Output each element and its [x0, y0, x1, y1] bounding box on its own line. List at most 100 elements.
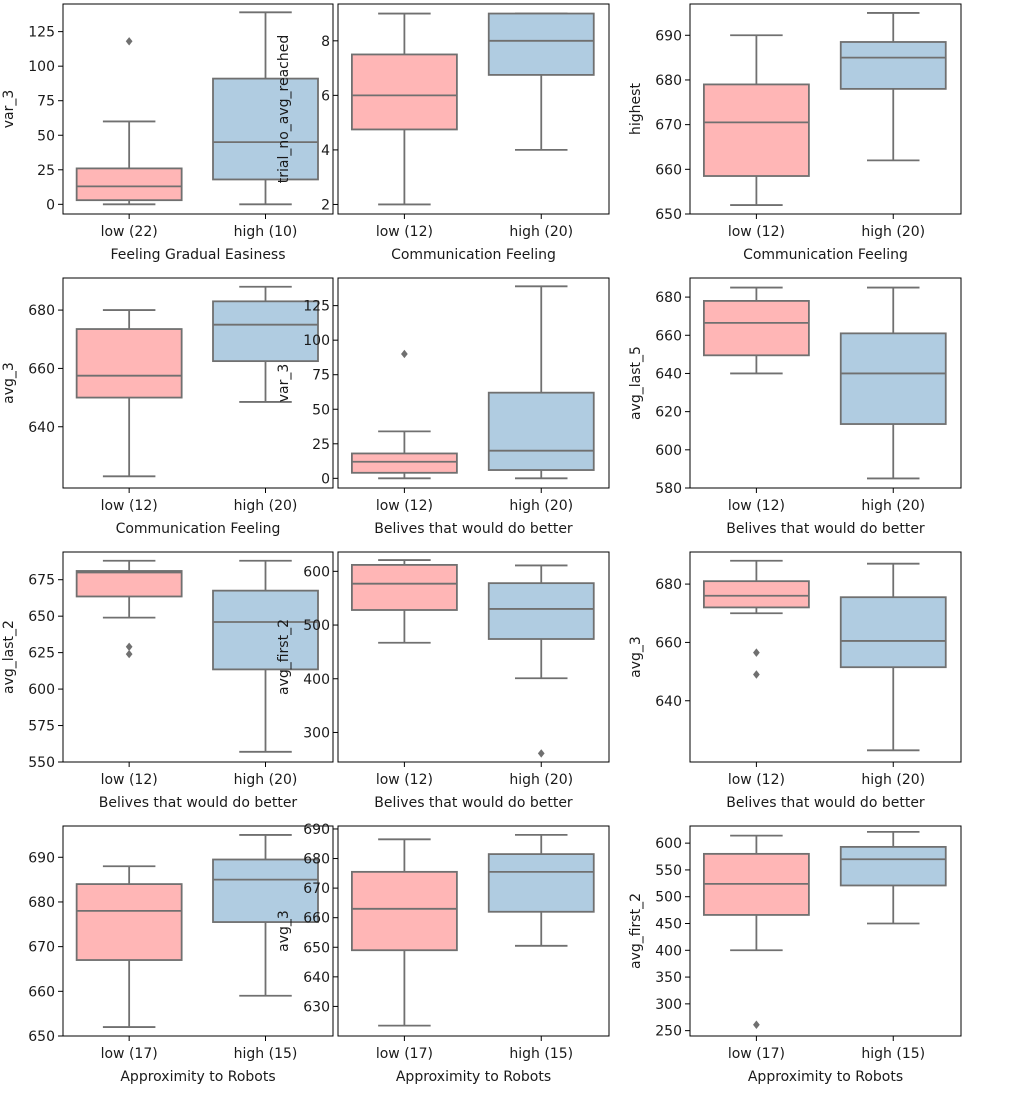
y-tick-label: 680 — [655, 73, 682, 89]
x-tick-label: high (20) — [861, 772, 925, 788]
box-iqr — [212, 858, 319, 923]
y-tick-label: 100 — [303, 333, 330, 349]
box-low — [702, 34, 810, 206]
x-axis-label: Approximity to Robots — [748, 1069, 903, 1085]
box-high — [487, 285, 595, 480]
box-low — [75, 37, 183, 206]
box-low — [702, 834, 810, 1029]
outlier-point — [125, 37, 133, 46]
x-axis-label: Communication Feeling — [116, 521, 281, 537]
y-tick-label: 0 — [46, 197, 55, 213]
outlier-point — [125, 649, 133, 659]
box-low — [350, 559, 458, 644]
y-tick-label: 640 — [303, 970, 330, 986]
box-high — [212, 834, 319, 997]
x-tick-label: low (12) — [376, 772, 433, 788]
x-tick-label: high (20) — [509, 772, 573, 788]
box-low — [350, 349, 458, 480]
box-high — [839, 830, 947, 925]
box-high — [487, 833, 595, 947]
y-tick-label: 680 — [28, 303, 55, 319]
chart-panel-9: 640 660 680 low (12) high (20) Belives that w… — [628, 551, 962, 811]
box-iqr — [75, 167, 183, 202]
y-tick-label: 100 — [28, 59, 55, 75]
y-tick-label: 25 — [312, 437, 330, 453]
outlier-point — [753, 670, 760, 679]
chart-panel-10: 650 660 670 680 690 low (17) high (15) Approxim… — [28, 825, 334, 1085]
x-tick-label: low (17) — [376, 1046, 433, 1062]
y-axis-label: trial_no_avg_reached — [276, 35, 292, 184]
y-tick-label: 400 — [303, 672, 330, 688]
y-tick-label: 680 — [655, 577, 682, 593]
y-axis-label: avg_3 — [628, 636, 644, 678]
chart-panel-7: 550 575 600 625 650 675 low (12) high (20) Beliv… — [1, 551, 334, 811]
y-axis-label: avg_3 — [276, 910, 292, 952]
box-low — [75, 559, 183, 659]
box-iqr — [487, 391, 595, 471]
y-axis-label: var_3 — [276, 364, 292, 403]
box-iqr — [350, 53, 458, 131]
y-axis-label: avg_last_5 — [628, 346, 644, 420]
box-iqr — [212, 589, 319, 671]
y-axis-label: avg_last_2 — [1, 620, 17, 694]
y-axis-label: avg_first_2 — [276, 619, 292, 695]
y-tick-label: 660 — [655, 162, 682, 178]
x-axis-label: Communication Feeling — [743, 247, 908, 263]
y-tick-label: 600 — [655, 443, 682, 459]
y-tick-label: 400 — [655, 943, 682, 959]
chart-panel-3: 650 660 670 680 690 low (12) high (20) Communic… — [628, 3, 962, 263]
y-tick-label: 600 — [28, 682, 55, 698]
box-iqr — [702, 580, 810, 609]
chart-panel-6: 580 600 620 640 660 680 low (12) high (20) Beliv… — [628, 277, 962, 537]
x-tick-label: low (12) — [376, 224, 433, 240]
y-tick-label: 620 — [655, 405, 682, 421]
box-low — [75, 865, 183, 1028]
box-iqr — [350, 563, 458, 611]
box-iqr — [487, 582, 595, 640]
y-tick-label: 660 — [28, 984, 55, 1000]
y-tick-label: 350 — [655, 970, 682, 986]
x-tick-label: low (12) — [728, 498, 785, 514]
y-tick-label: 690 — [303, 822, 330, 838]
y-tick-label: 8 — [321, 34, 330, 50]
box-iqr — [75, 570, 183, 598]
box-iqr — [350, 452, 458, 474]
plot-frame — [62, 3, 334, 215]
plot-frame — [62, 551, 334, 763]
x-tick-label: low (22) — [101, 224, 158, 240]
x-tick-label: high (20) — [234, 498, 298, 514]
y-axis-label: avg_3 — [1, 362, 17, 404]
outlier-point — [125, 642, 133, 651]
y-tick-label: 600 — [303, 564, 330, 580]
plot-frame — [689, 277, 962, 489]
y-tick-label: 575 — [28, 719, 55, 735]
y-tick-label: 75 — [37, 94, 55, 110]
y-tick-label: 660 — [655, 328, 682, 344]
box-low — [702, 559, 810, 679]
box-high — [487, 564, 595, 758]
x-tick-label: high (20) — [861, 224, 925, 240]
y-tick-label: 600 — [655, 836, 682, 852]
y-tick-label: 650 — [303, 940, 330, 956]
x-axis-label: Communication Feeling — [391, 247, 556, 263]
box-low — [75, 309, 183, 478]
x-axis-label: Belives that would do better — [726, 521, 925, 537]
y-tick-label: 500 — [655, 890, 682, 906]
x-axis-label: Belives that would do better — [374, 521, 573, 537]
y-tick-label: 450 — [655, 917, 682, 933]
y-tick-label: 650 — [655, 207, 682, 223]
x-tick-label: low (17) — [728, 1046, 785, 1062]
box-high — [487, 12, 595, 151]
box-iqr — [839, 41, 947, 90]
y-tick-label: 690 — [28, 850, 55, 866]
box-iqr — [75, 328, 183, 399]
x-tick-label: high (10) — [234, 224, 298, 240]
x-axis-label: Approximity to Robots — [120, 1069, 275, 1085]
chart-panel-8: 300 400 500 600 low (12) high (20) Belives tha… — [276, 551, 610, 811]
y-tick-label: 0 — [321, 471, 330, 487]
y-tick-label: 625 — [28, 646, 55, 662]
y-tick-label: 680 — [28, 895, 55, 911]
box-low — [350, 838, 458, 1027]
y-tick-label: 670 — [28, 940, 55, 956]
